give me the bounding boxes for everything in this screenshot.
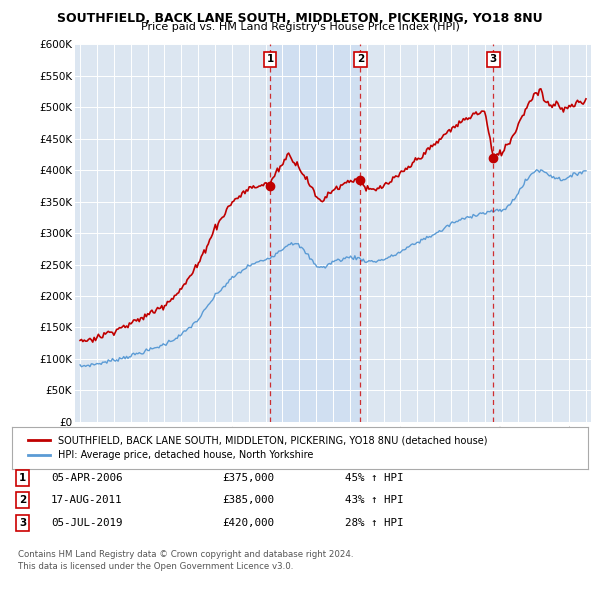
Legend: SOUTHFIELD, BACK LANE SOUTH, MIDDLETON, PICKERING, YO18 8NU (detached house), HP: SOUTHFIELD, BACK LANE SOUTH, MIDDLETON, … [23,430,493,466]
Text: SOUTHFIELD, BACK LANE SOUTH, MIDDLETON, PICKERING, YO18 8NU: SOUTHFIELD, BACK LANE SOUTH, MIDDLETON, … [57,12,543,25]
Text: 3: 3 [19,518,26,527]
Text: 1: 1 [266,54,274,64]
Text: £375,000: £375,000 [222,473,274,483]
Bar [270,44,361,422]
Text: 2: 2 [19,496,26,505]
Text: 17-AUG-2011: 17-AUG-2011 [51,496,122,505]
Text: 05-JUL-2019: 05-JUL-2019 [51,518,122,527]
Text: This data is licensed under the Open Government Licence v3.0.: This data is licensed under the Open Gov… [18,562,293,571]
Text: 28% ↑ HPI: 28% ↑ HPI [345,518,404,527]
Text: 45% ↑ HPI: 45% ↑ HPI [345,473,404,483]
Text: Contains HM Land Registry data © Crown copyright and database right 2024.: Contains HM Land Registry data © Crown c… [18,550,353,559]
Text: 43% ↑ HPI: 43% ↑ HPI [345,496,404,505]
Text: 05-APR-2006: 05-APR-2006 [51,473,122,483]
Text: £420,000: £420,000 [222,518,274,527]
Text: £385,000: £385,000 [222,496,274,505]
Text: 1: 1 [19,473,26,483]
Text: 3: 3 [490,54,497,64]
Text: Price paid vs. HM Land Registry's House Price Index (HPI): Price paid vs. HM Land Registry's House … [140,22,460,32]
Text: 2: 2 [357,54,364,64]
